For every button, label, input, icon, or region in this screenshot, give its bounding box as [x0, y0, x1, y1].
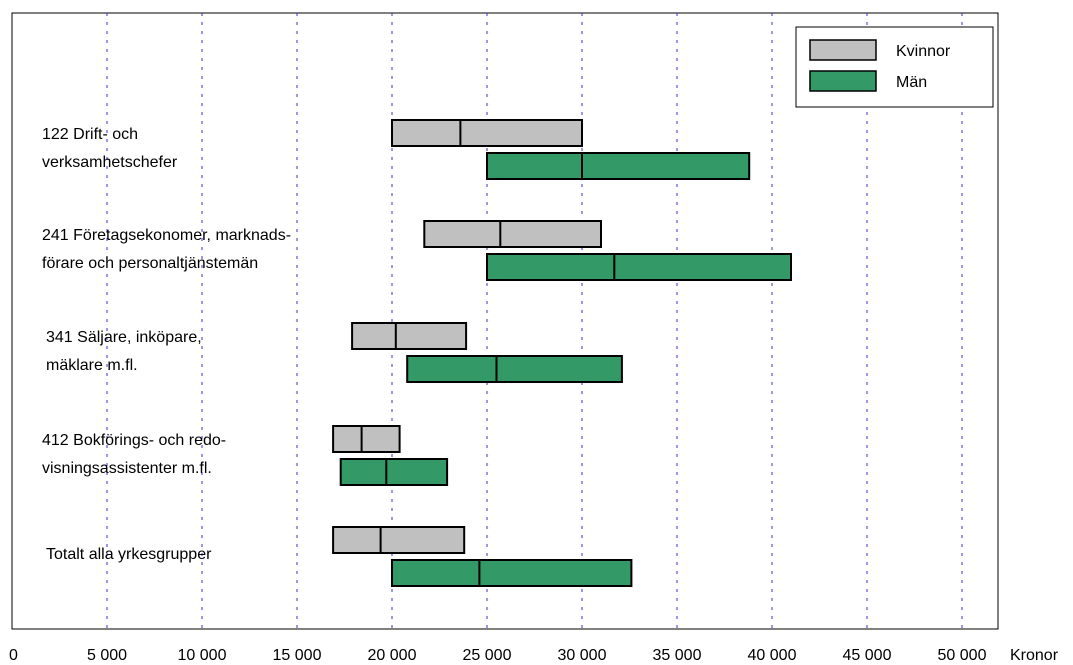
category-label: verksamhetschefer [42, 154, 178, 171]
bar-kvinnor [351, 322, 468, 350]
x-tick-label: 35 000 [653, 647, 702, 664]
legend-swatch-kvinnor [809, 39, 877, 61]
bar-kvinnor [423, 220, 602, 248]
legend-box [795, 26, 994, 108]
x-tick-label: 15 000 [273, 647, 322, 664]
x-axis-title: Kronor [1010, 647, 1059, 664]
legend-label-kvinnor: Kvinnor [896, 43, 951, 60]
bar-man [486, 152, 751, 180]
bar-man [486, 253, 792, 281]
category-label: 412 Bokförings- och redo- [42, 432, 226, 449]
category-label: 341 Säljare, inköpare, [46, 329, 202, 346]
bar-kvinnor [332, 526, 466, 554]
bar-man [391, 559, 633, 587]
x-tick-label: 40 000 [748, 647, 797, 664]
category-label: 122 Drift- och [42, 126, 138, 143]
category-label: visningsassistenter m.fl. [42, 460, 212, 477]
category-label: mäklare m.fl. [46, 357, 138, 374]
category-label: förare och personaltjänstemän [42, 255, 258, 272]
bar-man [339, 458, 449, 486]
x-tick-label: 30 000 [558, 647, 607, 664]
x-tick-label: 10 000 [178, 647, 227, 664]
plot-area [11, 12, 999, 630]
legend: Kvinnor Män [795, 26, 994, 108]
legend-swatch-man [809, 70, 877, 92]
bars-group [332, 119, 792, 587]
bar-kvinnor [391, 119, 583, 147]
category-label: Totalt alla yrkesgrupper [46, 546, 212, 563]
category-labels: 122 Drift- och verksamhetschefer 241 Föret… [42, 126, 291, 563]
x-tick-label: 45 000 [843, 647, 892, 664]
x-tick-label: 25 000 [463, 647, 512, 664]
x-tick-label: 20 000 [368, 647, 417, 664]
x-tick-label: 50 000 [938, 647, 987, 664]
legend-label-man: Män [896, 74, 927, 91]
grid-lines [106, 13, 963, 629]
x-axis-ticks: 0 5 000 10 000 15 000 20 000 25 000 30 000 35 0… [9, 647, 987, 664]
bar-man [406, 355, 623, 383]
x-tick-label: 5 000 [87, 647, 127, 664]
bar-kvinnor [332, 425, 401, 453]
category-label: 241 Företagsekonomer, marknads- [42, 227, 291, 244]
x-tick-label: 0 [9, 647, 18, 664]
